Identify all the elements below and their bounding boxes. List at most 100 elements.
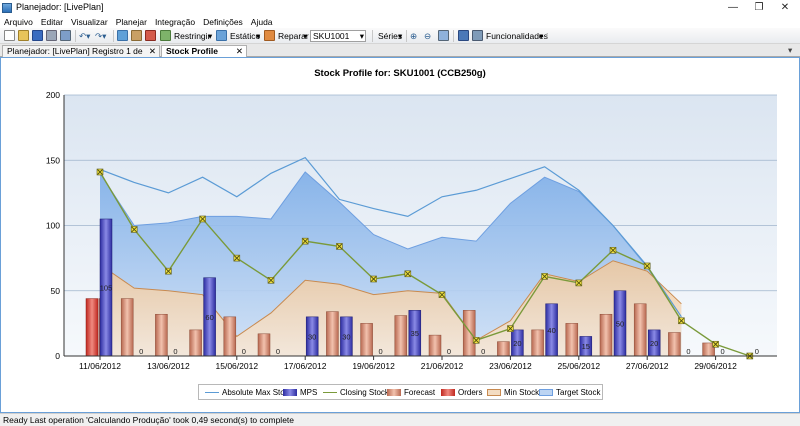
- closing-stock-marker-cross: [541, 273, 548, 280]
- mps-data-label: 0: [481, 347, 485, 356]
- forecast-bar: [565, 323, 579, 357]
- closing-stock-marker-cross: [473, 337, 480, 344]
- grid-icon[interactable]: [458, 30, 469, 41]
- closing-stock-marker: [130, 226, 138, 233]
- closing-stock-marker-cross: [165, 268, 172, 274]
- y-tick-label: 150: [46, 155, 60, 165]
- mps-data-label: 0: [242, 347, 246, 356]
- series-dropdown-icon[interactable]: ▾: [398, 31, 403, 41]
- menu-integracao[interactable]: Integração: [154, 17, 196, 27]
- legend-item-forecast[interactable]: Forecast: [387, 388, 435, 397]
- close-tab-icon[interactable]: ✕: [148, 46, 156, 56]
- static-button[interactable]: Estático: [230, 31, 261, 41]
- forecast-bar: [120, 298, 134, 357]
- closing-stock-line: [99, 171, 751, 357]
- series-button[interactable]: Séries: [378, 31, 403, 41]
- mps-data-label: 40: [547, 326, 555, 335]
- mps-data-label: 20: [650, 339, 658, 348]
- x-tick-label: 29/06/2012: [694, 361, 737, 371]
- mps-data-label: 30: [308, 332, 316, 341]
- legend-item-absolute-max[interactable]: Absolute Max Stock: [205, 388, 293, 397]
- closing-stock-marker-cross: [610, 247, 616, 254]
- closing-stock-marker-cross: [233, 255, 240, 261]
- static-dropdown-icon[interactable]: ▾: [256, 31, 261, 41]
- chart-title: Stock Profile for: SKU1001 (CCB250g): [314, 68, 486, 79]
- forecast-bar: [497, 341, 510, 357]
- chevron-down-icon: ▾: [359, 31, 364, 41]
- closing-stock-marker: [438, 291, 446, 298]
- repair-button[interactable]: Reparar: [278, 31, 309, 41]
- closing-stock-marker: [301, 237, 309, 245]
- legend-item-mps[interactable]: MPS: [283, 388, 317, 397]
- menu-ajuda[interactable]: Ajuda: [250, 17, 273, 27]
- sku-select[interactable]: SKU1001 ▾: [310, 30, 366, 42]
- minimize-icon[interactable]: —: [728, 2, 738, 13]
- features-button[interactable]: Funcionalidades: [486, 31, 548, 41]
- restrict-icon[interactable]: [160, 30, 171, 41]
- close-tab-icon[interactable]: ✕: [235, 46, 243, 56]
- menu-bar: Arquivo Editar Visualizar Planejar Integraçã…: [0, 16, 800, 28]
- print-preview-icon[interactable]: [60, 30, 71, 41]
- chart-legend: Absolute Max Stock MPS Closing Stock For…: [198, 384, 603, 400]
- toolbar-separator: [113, 30, 114, 42]
- restrict-dropdown-icon[interactable]: ▾: [208, 31, 213, 41]
- restrict-button[interactable]: Restringir: [174, 31, 211, 41]
- forecast-bar: [462, 310, 476, 357]
- y-tick-label: 100: [46, 221, 60, 231]
- close-icon[interactable]: ✕: [780, 2, 790, 13]
- menu-planejar[interactable]: Planejar: [115, 17, 147, 27]
- legend-item-orders[interactable]: Orders: [441, 388, 482, 397]
- closing-stock-marker: [609, 246, 617, 254]
- closing-stock-marker: [541, 273, 548, 280]
- static-icon[interactable]: [216, 30, 227, 41]
- paste-icon[interactable]: [131, 30, 142, 41]
- menu-visualizar[interactable]: Visualizar: [71, 17, 108, 27]
- legend-item-target-stock[interactable]: Target Stock: [539, 388, 600, 397]
- print-icon[interactable]: [46, 30, 57, 41]
- x-tick-label: 23/06/2012: [489, 361, 532, 371]
- open-folder-icon[interactable]: [18, 30, 29, 41]
- legend-item-closing-stock[interactable]: Closing Stock: [323, 388, 389, 397]
- features-dropdown-icon[interactable]: ▾: [539, 31, 544, 41]
- closing-stock-marker-cross: [575, 280, 582, 286]
- export-icon[interactable]: [472, 30, 483, 41]
- menu-arquivo[interactable]: Arquivo: [4, 17, 33, 27]
- new-file-icon[interactable]: [4, 30, 15, 41]
- repair-dropdown-icon[interactable]: ▾: [303, 31, 308, 41]
- zoom-out-icon[interactable]: ⊖: [424, 31, 432, 41]
- title-bar: Planejador: [LivePlan] — ❐ ✕: [0, 0, 800, 16]
- forecast-bar: [155, 313, 168, 357]
- menu-editar[interactable]: Editar: [40, 17, 64, 27]
- menu-definicoes[interactable]: Definições: [203, 17, 243, 27]
- y-tick-label: 50: [51, 286, 61, 296]
- mps-data-label: 30: [342, 332, 350, 341]
- closing-stock-marker: [233, 254, 241, 262]
- redo-icon[interactable]: ↷▾: [95, 31, 107, 41]
- forecast-bar: [360, 323, 373, 357]
- closing-stock-marker: [267, 277, 275, 284]
- closing-stock-marker-cross: [439, 291, 445, 298]
- toolbar-separator: [372, 30, 373, 42]
- toolbar-overflow-icon[interactable]: ⁞: [546, 31, 549, 41]
- mps-data-label: 105: [100, 283, 113, 292]
- mps-data-label: 50: [616, 319, 624, 328]
- x-tick-label: 17/06/2012: [284, 361, 327, 371]
- legend-item-min-stock[interactable]: Min Stock: [487, 388, 539, 397]
- copy-icon[interactable]: [117, 30, 128, 41]
- absolute-max-stock-line: [99, 156, 682, 318]
- tab-list-dropdown-icon[interactable]: ▾: [788, 45, 793, 55]
- repair-icon[interactable]: [264, 30, 275, 41]
- undo-icon[interactable]: ↶▾: [79, 31, 91, 41]
- closing-stock-marker: [643, 262, 651, 270]
- forecast-bar: [668, 332, 681, 357]
- zoom-in-icon[interactable]: ⊕: [410, 31, 418, 41]
- closing-stock-marker-cross: [678, 317, 685, 324]
- forecast-bar: [394, 315, 408, 357]
- restore-icon[interactable]: ❐: [754, 2, 764, 13]
- mps-data-label: 0: [721, 347, 725, 356]
- calculate-icon[interactable]: [145, 30, 156, 41]
- zoom-fit-icon[interactable]: [438, 30, 449, 41]
- toolbar-separator: [406, 30, 407, 42]
- save-icon[interactable]: [32, 30, 43, 41]
